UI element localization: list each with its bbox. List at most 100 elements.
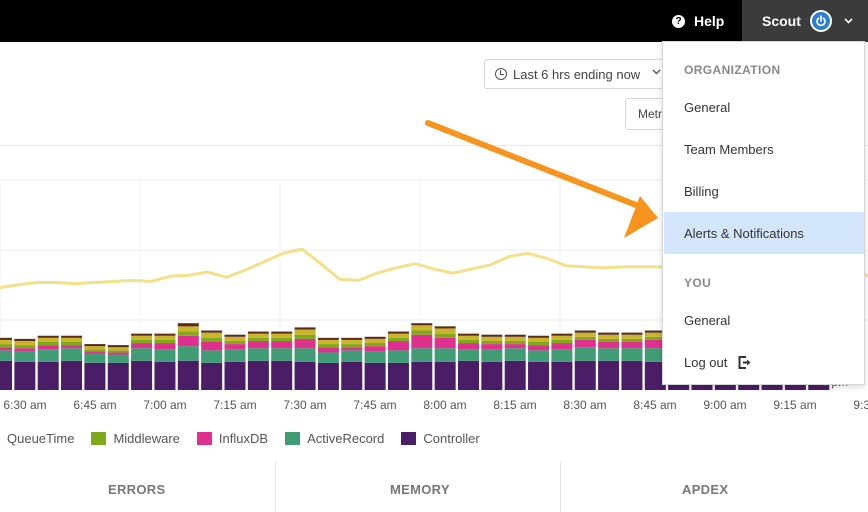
chart-bar-segment-controller [37, 361, 59, 390]
chart-bar-segment-middleware [247, 337, 269, 341]
chart-bar-segment-controller [154, 361, 176, 390]
chart-bar-segment-activerecord [574, 347, 596, 361]
chart-bar-segment-activerecord [341, 350, 363, 362]
chart-bar-segment-activerecord [294, 348, 316, 362]
x-tick-label: 6:45 am [73, 398, 116, 412]
chart-bar-segment-other [621, 332, 643, 335]
chart-bar-segment-influxdb [177, 335, 199, 347]
legend-item-influxdb[interactable]: InfluxDB [196, 431, 268, 446]
menu-item-you-general[interactable]: General [684, 312, 731, 328]
chart-bar-segment-controller [317, 362, 339, 390]
chart-bar-segment-controller [598, 360, 620, 390]
chart-bar-segment-influxdb [84, 351, 106, 354]
menu-item-org-general[interactable]: General [684, 99, 731, 115]
chart-bar-segment-queuetime [551, 335, 573, 340]
chart-bar-segment-queuetime [434, 328, 456, 334]
chart-bar-segment-other [364, 336, 386, 339]
legend-swatch [285, 431, 301, 445]
legend-item-controller[interactable]: Controller [401, 431, 480, 446]
stat-separator [275, 462, 276, 512]
chart-bar-segment-controller [201, 362, 223, 390]
menu-item-team-members[interactable]: Team Members [684, 141, 774, 157]
chart-bar-segment-activerecord [201, 350, 223, 363]
account-menu-toggle[interactable]: Scout [742, 0, 868, 42]
legend-item-activerecord[interactable]: ActiveRecord [285, 431, 384, 446]
chart-bar-segment-other [528, 335, 550, 338]
chart-bar-segment-other [271, 331, 293, 334]
chart-bar-segment-middleware [458, 339, 479, 344]
chart-bar-segment-middleware [551, 339, 573, 344]
clock-icon [495, 68, 507, 80]
chart-bar-segment-queuetime [154, 335, 176, 340]
chart-bar-segment-queuetime [387, 333, 409, 338]
chart-bar-segment-activerecord [644, 348, 666, 362]
chart-bar-segment-influxdb [294, 338, 316, 349]
legend-swatch [91, 431, 107, 445]
legend-label: ActiveRecord [307, 430, 385, 446]
chart-bar-segment-influxdb [411, 334, 433, 349]
legend-item-queuetime[interactable]: QueueTime [0, 431, 74, 446]
chart-bar-segment-other [201, 330, 223, 333]
chart-bar-segment-influxdb [644, 339, 666, 349]
chart-bar-segment-middleware [598, 338, 620, 342]
chart-bar-segment-other [84, 344, 106, 347]
chart-bar-segment-queuetime [574, 332, 596, 337]
organization-header: ORGANIZATION [684, 63, 781, 77]
chart-bar-segment-other [341, 337, 363, 340]
chart-bar-segment-queuetime [364, 338, 386, 344]
menu-item-billing[interactable]: Billing [684, 183, 719, 199]
menu-item-alerts-notifications[interactable]: Alerts & Notifications [664, 212, 864, 254]
chart-bar-segment-influxdb [271, 340, 293, 349]
chart-bar-segment-queuetime [341, 339, 363, 345]
chart-bar-segment-activerecord [224, 349, 246, 362]
chart-bar-segment-activerecord [0, 350, 12, 361]
chart-bar-segment-queuetime [84, 346, 106, 350]
chart-bar-segment-influxdb [574, 339, 596, 348]
chart-bar-segment-queuetime [131, 335, 153, 340]
chart-bar-segment-influxdb [247, 340, 269, 349]
chart-bar-segment-influxdb [504, 344, 526, 349]
chart-bar-segment-queuetime [37, 337, 59, 342]
chart-bar-segment-influxdb [61, 345, 83, 349]
chart-bar-segment-middleware [317, 344, 339, 348]
chart-bar-segment-queuetime [294, 329, 316, 335]
chart-bar-segment-other [107, 345, 129, 348]
x-tick-label: 8:30 am [563, 398, 606, 412]
chart-bar-segment-other [598, 332, 620, 335]
chart-bar-segment-influxdb [317, 347, 339, 353]
chart-bar-segment-queuetime [504, 336, 526, 341]
chart-bar-segment-influxdb [154, 343, 176, 350]
legend-label: QueueTime [7, 430, 75, 446]
chart-bar-segment-controller [364, 362, 386, 390]
chart-bar-segment-influxdb [201, 342, 223, 351]
chart-bar-segment-influxdb [224, 344, 246, 350]
chart-bar-segment-middleware [37, 342, 59, 346]
legend-item-middleware[interactable]: Middleware [91, 431, 180, 446]
account-name: Scout [762, 13, 801, 29]
chart-bar-segment-middleware [434, 333, 456, 338]
chart-bar-segment-controller [61, 360, 83, 390]
chart-bar-segment-controller [387, 362, 409, 390]
chart-bar-segment-queuetime [271, 333, 293, 338]
chart-bar-segment-activerecord [271, 348, 293, 361]
legend-swatch [196, 431, 212, 445]
chart-bar-segment-other [458, 333, 479, 336]
chart-bar-segment-other [154, 333, 176, 336]
chart-bar-segment-middleware [481, 340, 503, 345]
chart-bar-segment-queuetime [528, 337, 550, 342]
menu-item-log-out[interactable]: Log out [664, 341, 864, 383]
chart-bar-segment-middleware [504, 340, 526, 345]
chart-bar-segment-activerecord [37, 349, 59, 362]
chart-bar-segment-controller [528, 361, 550, 390]
chart-bar-segment-other [177, 323, 199, 327]
chart-bar-segment-activerecord [154, 349, 176, 362]
chart-bar-segment-controller [551, 361, 573, 390]
chart-bar-segment-middleware [154, 339, 176, 344]
chart-bar-segment-queuetime [598, 334, 620, 339]
chart-bar-segment-queuetime [481, 336, 503, 341]
chart-bar-segment-controller [458, 360, 479, 390]
chart-bar-segment-queuetime [224, 336, 246, 341]
time-range-select[interactable]: Last 6 hrs ending now [484, 59, 670, 89]
help-link[interactable]: ? Help [672, 0, 724, 42]
chart-bar-segment-middleware [0, 344, 12, 348]
